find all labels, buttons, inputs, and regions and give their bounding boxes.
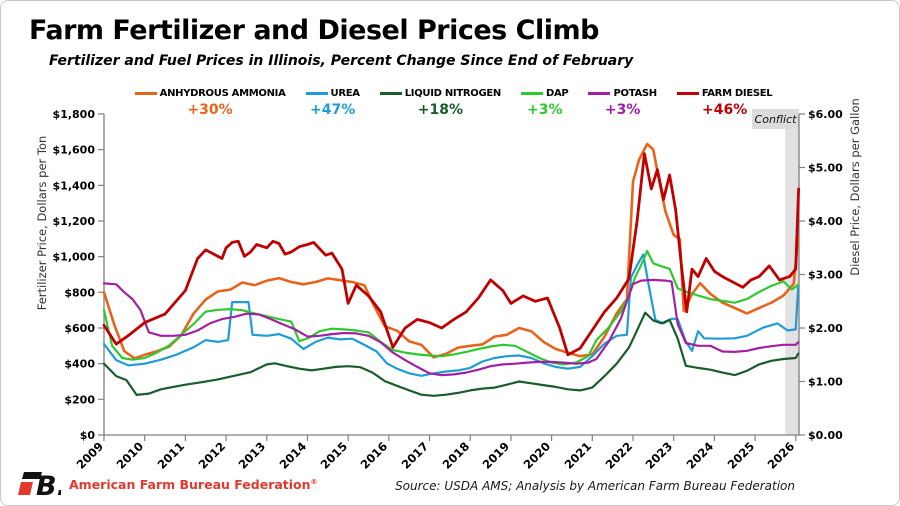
left-tick-label: $800 <box>64 286 95 299</box>
x-tick-label: 2026 <box>765 439 798 472</box>
series-line-potash <box>102 278 800 377</box>
left-tick-label: $600 <box>64 322 95 335</box>
series-line-farm-diesel <box>102 152 800 357</box>
left-tick-label: $1,400 <box>53 179 96 192</box>
x-tick-label: 2015 <box>318 439 351 472</box>
x-tick-label: 2023 <box>643 439 676 472</box>
footer-brand: B. American Farm Bureau Federation® <box>15 469 318 499</box>
legend-label: UREA <box>330 88 361 99</box>
left-axis-title: Fertilizer Price, Dollars per Ton <box>35 136 49 311</box>
series-line-urea <box>102 253 800 377</box>
x-tick-label: 2025 <box>725 439 758 472</box>
legend-label: LIQUID NITROGEN <box>404 88 502 99</box>
x-tick-label: 2017 <box>399 439 432 472</box>
right-tick-label: $3.00 <box>808 269 843 282</box>
legend-change-value: +3% <box>604 102 641 118</box>
x-tick-label: 2022 <box>603 439 636 472</box>
right-axis-title: Diesel Price, Dollars per Gallon <box>848 98 862 276</box>
afbf-org-name: American Farm Bureau Federation® <box>69 476 318 492</box>
legend-swatch-dap <box>520 92 543 95</box>
legend-item-liquid-nitrogen: LIQUID NITROGEN +18% <box>379 88 502 118</box>
right-tick-label: $0.00 <box>808 429 843 442</box>
legend-item-anhydrous-ammonia: ANHYDROUS AMMONIA +30% <box>134 88 286 118</box>
series-line-liquid-nitrogen <box>102 311 800 397</box>
legend-swatch-urea <box>305 92 328 95</box>
legend-label: ANHYDROUS AMMONIA <box>159 88 286 99</box>
right-tick-label: $1.00 <box>808 376 843 389</box>
legend-item-urea: UREA +47% <box>305 88 361 118</box>
x-tick-label: 2019 <box>480 439 513 472</box>
x-tick-label: 2009 <box>74 439 107 472</box>
legend-swatch-liquid-nitrogen <box>379 92 402 95</box>
left-tick-label: $200 <box>64 393 95 406</box>
legend-change-value: +18% <box>417 102 463 118</box>
legend-swatch-anhydrous-ammonia <box>134 92 157 95</box>
x-tick-label: 2020 <box>521 439 554 472</box>
left-tick-label: $1,600 <box>53 144 96 157</box>
left-tick-label: $0 <box>80 429 96 442</box>
right-tick-label: $2.00 <box>808 322 843 335</box>
conflict-label-box <box>752 109 799 129</box>
legend-item-farm-diesel: FARM DIESEL +46% <box>676 88 773 118</box>
conflict-label: Conflict <box>755 113 798 126</box>
chart-legend: ANHYDROUS AMMONIA +30% UREA +47% LIQUID NITR… <box>106 88 801 118</box>
page-subtitle: Fertilizer and Fuel Prices in Illinois, … <box>49 53 634 69</box>
x-tick-label: 2024 <box>684 439 717 472</box>
left-tick-label: $1,800 <box>53 108 96 121</box>
legend-swatch-potash <box>588 92 611 95</box>
left-tick-label: $400 <box>64 358 95 371</box>
legend-label: POTASH <box>613 88 657 99</box>
legend-label: DAP <box>545 88 569 99</box>
left-tick-label: $1,200 <box>53 215 96 228</box>
legend-change-value: +46% <box>701 102 748 118</box>
legend-item-potash: POTASH +3% <box>588 88 657 118</box>
legend-swatch-farm-diesel <box>676 92 699 95</box>
registered-mark: ® <box>310 477 318 486</box>
right-tick-label: $4.00 <box>808 215 843 228</box>
left-tick-label: $1,000 <box>53 251 96 264</box>
x-tick-label: 2018 <box>440 439 473 472</box>
x-tick-label: 2014 <box>277 439 310 472</box>
legend-label: FARM DIESEL <box>701 88 773 99</box>
x-tick-label: 2011 <box>155 439 188 472</box>
legend-item-dap: DAP +3% <box>520 88 569 118</box>
x-tick-label: 2012 <box>196 439 229 472</box>
x-tick-label: 2021 <box>562 439 595 472</box>
afbf-logo-icon: B. <box>18 471 61 499</box>
legend-change-value: +3% <box>526 102 563 118</box>
x-tick-label: 2016 <box>358 439 391 472</box>
series-line-dap <box>102 249 800 366</box>
source-note: Source: USDA AMS; Analysis by American F… <box>395 479 795 493</box>
right-tick-label: $6.00 <box>808 108 843 121</box>
right-tick-label: $5.00 <box>808 162 843 175</box>
x-tick-label: 2010 <box>114 439 147 472</box>
page-title: Farm Fertilizer and Diesel Prices Climb <box>29 15 599 46</box>
legend-change-value: +30% <box>187 102 233 118</box>
svg-text:B.: B. <box>36 471 61 499</box>
legend-change-value: +47% <box>310 102 356 118</box>
x-tick-label: 2013 <box>236 439 269 472</box>
